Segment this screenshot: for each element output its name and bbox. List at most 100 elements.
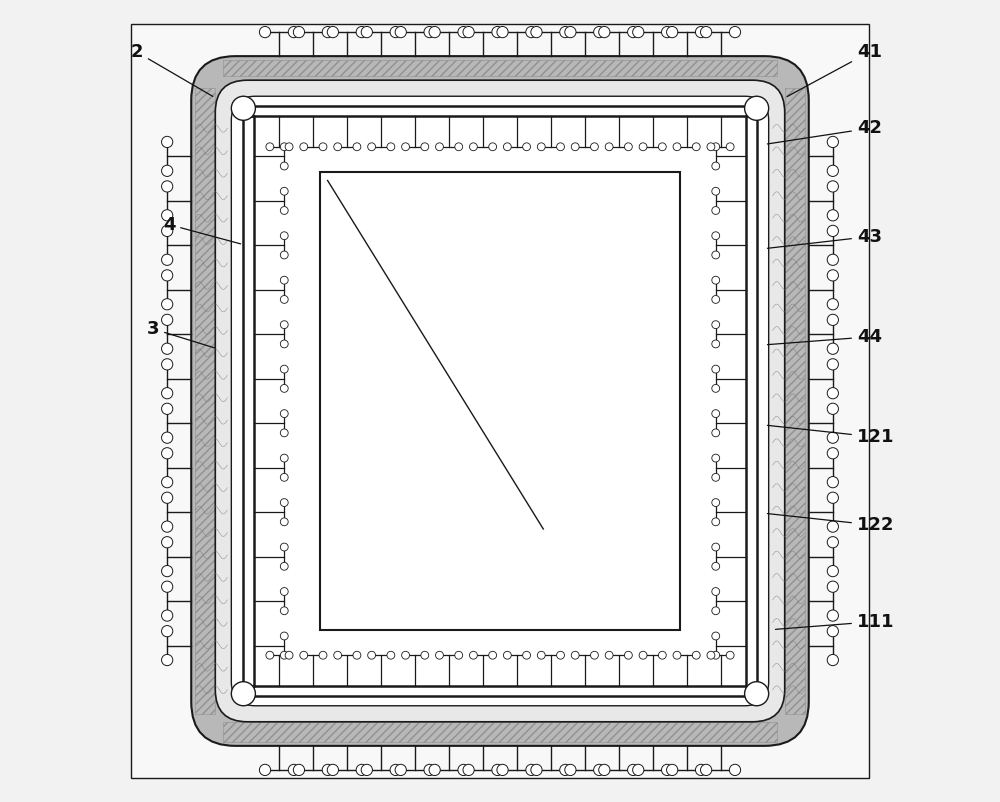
Circle shape [162, 298, 173, 310]
Circle shape [293, 764, 305, 776]
Circle shape [628, 764, 639, 776]
Circle shape [280, 588, 288, 595]
Circle shape [458, 764, 469, 776]
Circle shape [280, 207, 288, 214]
Circle shape [162, 448, 173, 459]
Circle shape [421, 143, 429, 151]
Circle shape [827, 581, 838, 593]
Circle shape [390, 764, 401, 776]
Bar [785, 88, 805, 714]
Circle shape [319, 143, 327, 151]
Circle shape [162, 432, 173, 444]
Circle shape [162, 136, 173, 148]
Circle shape [280, 251, 288, 259]
Circle shape [692, 143, 700, 151]
Circle shape [280, 410, 288, 418]
Circle shape [162, 343, 173, 354]
Circle shape [162, 403, 173, 415]
Circle shape [712, 518, 720, 526]
Circle shape [162, 521, 173, 533]
Circle shape [503, 651, 511, 659]
Circle shape [162, 358, 173, 370]
Circle shape [288, 764, 299, 776]
Circle shape [571, 143, 579, 151]
Circle shape [594, 26, 605, 38]
Circle shape [712, 207, 720, 214]
Circle shape [322, 26, 333, 38]
Circle shape [827, 387, 838, 399]
Text: 44: 44 [767, 328, 882, 346]
Circle shape [700, 764, 712, 776]
Circle shape [356, 26, 367, 38]
Circle shape [497, 26, 508, 38]
Circle shape [827, 343, 838, 354]
Circle shape [334, 651, 342, 659]
Circle shape [322, 764, 333, 776]
Circle shape [639, 651, 647, 659]
Text: 43: 43 [767, 228, 882, 249]
Circle shape [628, 26, 639, 38]
Circle shape [827, 403, 838, 415]
Circle shape [353, 143, 361, 151]
Circle shape [436, 651, 443, 659]
Circle shape [712, 473, 720, 481]
Text: 121: 121 [767, 425, 894, 446]
Circle shape [827, 537, 838, 548]
Circle shape [280, 607, 288, 614]
Circle shape [712, 429, 720, 437]
Circle shape [492, 764, 503, 776]
Circle shape [285, 143, 293, 151]
Circle shape [259, 26, 271, 38]
Circle shape [658, 143, 666, 151]
Circle shape [463, 26, 474, 38]
Circle shape [526, 26, 537, 38]
Circle shape [356, 764, 367, 776]
Circle shape [633, 26, 644, 38]
Circle shape [280, 162, 288, 170]
Circle shape [827, 136, 838, 148]
Circle shape [280, 188, 288, 195]
Circle shape [162, 565, 173, 577]
Circle shape [537, 651, 545, 659]
Circle shape [827, 521, 838, 533]
Circle shape [712, 562, 720, 570]
Circle shape [288, 26, 299, 38]
Circle shape [712, 365, 720, 373]
Circle shape [361, 26, 372, 38]
Circle shape [455, 651, 463, 659]
Circle shape [162, 654, 173, 666]
Circle shape [280, 295, 288, 303]
Circle shape [503, 143, 511, 151]
Circle shape [827, 476, 838, 488]
Circle shape [523, 651, 531, 659]
Circle shape [162, 610, 173, 622]
Circle shape [557, 143, 564, 151]
Circle shape [745, 682, 769, 706]
Circle shape [293, 26, 305, 38]
Circle shape [390, 26, 401, 38]
Circle shape [361, 764, 372, 776]
Circle shape [327, 26, 338, 38]
Circle shape [745, 96, 769, 120]
Circle shape [162, 581, 173, 593]
Circle shape [458, 26, 469, 38]
Circle shape [162, 254, 173, 265]
Circle shape [280, 562, 288, 570]
Circle shape [712, 499, 720, 507]
Circle shape [560, 26, 571, 38]
Circle shape [526, 764, 537, 776]
Circle shape [497, 764, 508, 776]
Circle shape [729, 764, 741, 776]
Circle shape [624, 143, 632, 151]
Circle shape [395, 26, 406, 38]
Circle shape [729, 26, 741, 38]
Circle shape [280, 454, 288, 462]
Circle shape [712, 295, 720, 303]
Circle shape [162, 626, 173, 637]
Circle shape [368, 651, 376, 659]
Circle shape [827, 358, 838, 370]
Circle shape [387, 143, 395, 151]
Circle shape [667, 764, 678, 776]
Circle shape [712, 276, 720, 284]
Text: 3: 3 [147, 320, 215, 348]
